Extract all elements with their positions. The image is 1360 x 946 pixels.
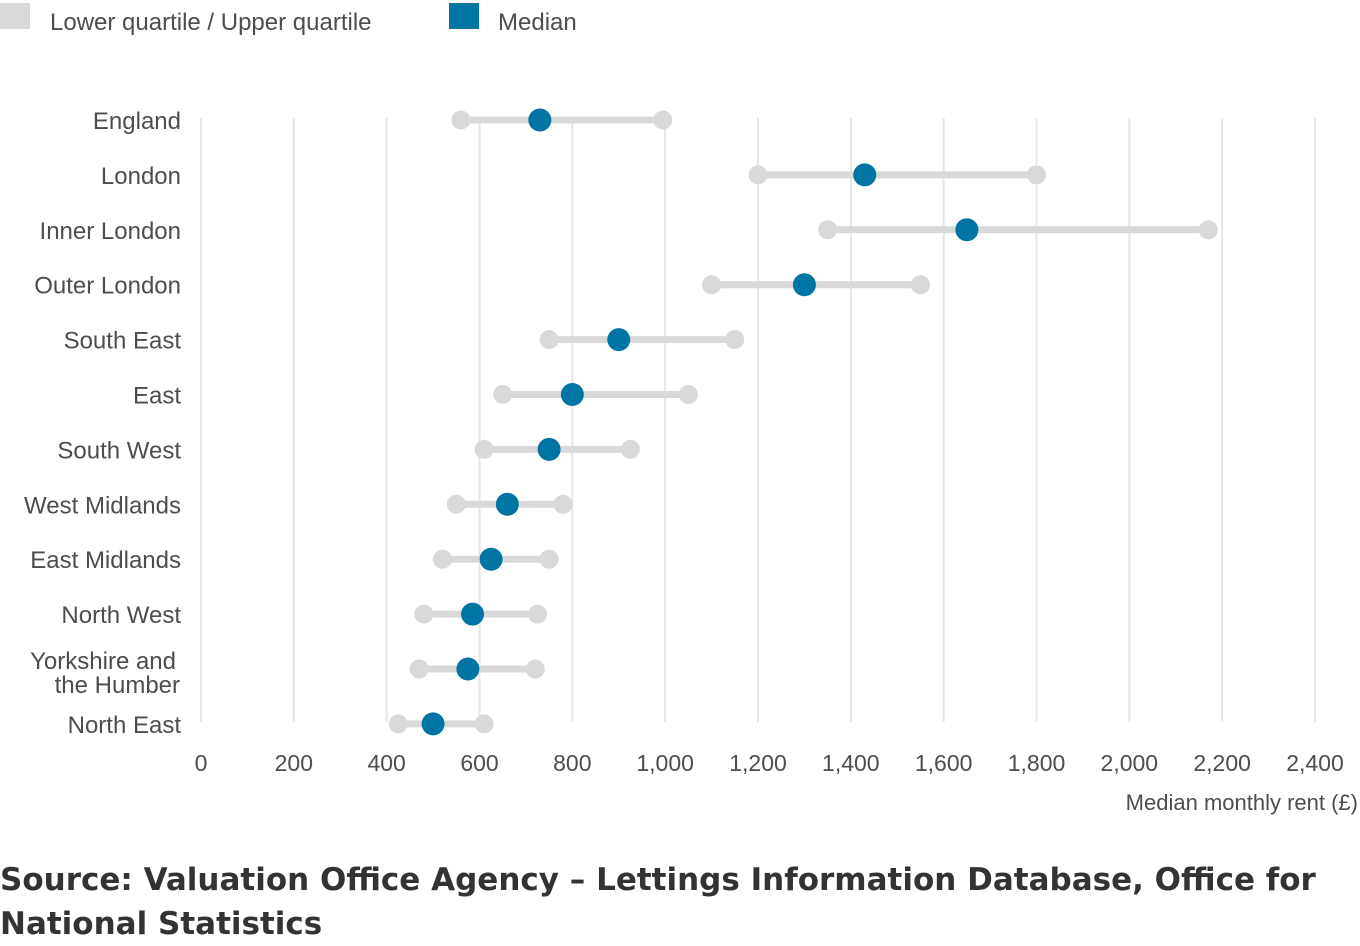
lower-quartile-point: [446, 494, 466, 514]
lower-quartile-point: [414, 604, 434, 624]
lower-quartile-point: [493, 385, 513, 404]
upper-quartile-point: [620, 439, 640, 459]
upper-quartile-point: [528, 604, 548, 624]
lower-quartile-point: [539, 330, 559, 350]
x-tick-label: 1,400: [822, 750, 880, 776]
x-tick-label: 1,800: [1008, 750, 1066, 776]
upper-quartile-point: [525, 659, 545, 679]
lower-quartile-point: [702, 275, 722, 295]
category-label: South West: [57, 437, 181, 464]
category-label: South East: [64, 328, 182, 355]
median-point: [560, 383, 584, 406]
legend: Lower quartile / Upper quartile Median: [0, 3, 577, 36]
legend-label-quartile: Lower quartile / Upper quartile: [50, 9, 372, 36]
category-label: Yorkshire and the Humber: [30, 648, 180, 699]
legend-swatch-median: [449, 3, 479, 29]
x-tick-label: 2,000: [1101, 750, 1159, 776]
x-tick-label: 1,200: [729, 750, 787, 776]
category-label: Inner London: [40, 218, 181, 245]
category-labels: England London Inner London Outer London Sou…: [24, 108, 181, 739]
category-label: North East: [68, 712, 182, 739]
x-tick-label: 2,200: [1193, 750, 1251, 776]
x-tick-label: 200: [275, 750, 313, 776]
x-tick-label: 2,400: [1286, 750, 1344, 776]
category-label: London: [101, 163, 181, 190]
upper-quartile-point: [539, 549, 559, 569]
median-point: [528, 108, 552, 132]
lower-quartile-point: [432, 549, 452, 569]
upper-quartile-point: [653, 110, 673, 130]
lower-quartile-point: [451, 110, 471, 130]
upper-quartile-point: [1027, 165, 1046, 185]
lower-quartile-point: [388, 714, 408, 734]
lower-quartile-point: [748, 165, 768, 185]
category-label: North West: [61, 602, 181, 629]
category-label: West Midlands: [24, 492, 181, 519]
x-tick-label: 600: [460, 750, 498, 776]
lower-quartile-point: [818, 220, 838, 240]
median-point: [537, 437, 561, 461]
legend-label-median: Median: [498, 9, 577, 36]
x-axis-ticks: 0 200 400 600 800 1,000 1,200 1,400 1,600 1,800 2,…: [195, 750, 1344, 776]
x-tick-label: 0: [195, 750, 208, 776]
upper-quartile-point: [678, 385, 698, 404]
gridlines: [200, 118, 1316, 722]
median-point: [955, 218, 979, 242]
lower-quartile-point: [474, 439, 494, 459]
median-point: [607, 328, 631, 352]
x-tick-label: 1,600: [915, 750, 973, 776]
median-point: [421, 712, 445, 736]
plot-rows: [388, 108, 1218, 736]
category-label: East Midlands: [30, 547, 181, 574]
category-label: East: [133, 383, 181, 410]
median-point: [456, 657, 480, 681]
dot-range-chart: Lower quartile / Upper quartile Median 0…: [0, 3, 1358, 815]
source-note: Source: Valuation Office Agency – Lettin…: [0, 862, 1316, 942]
median-point: [479, 547, 503, 571]
lower-quartile-point: [409, 659, 429, 679]
upper-quartile-point: [725, 330, 745, 350]
category-label: Outer London: [34, 273, 181, 300]
upper-quartile-point: [910, 275, 930, 295]
upper-quartile-point: [474, 714, 494, 734]
x-tick-label: 400: [367, 750, 405, 776]
median-point: [461, 602, 485, 626]
median-point: [792, 273, 816, 297]
x-tick-label: 800: [553, 750, 591, 776]
median-point: [495, 492, 519, 516]
category-label: England: [93, 108, 181, 135]
upper-quartile-point: [1198, 220, 1218, 240]
upper-quartile-point: [553, 494, 573, 514]
median-point: [853, 163, 877, 187]
x-tick-label: 1,000: [636, 750, 694, 776]
x-axis-title: Median monthly rent (£): [1126, 790, 1358, 815]
legend-swatch-quartile: [0, 3, 30, 29]
